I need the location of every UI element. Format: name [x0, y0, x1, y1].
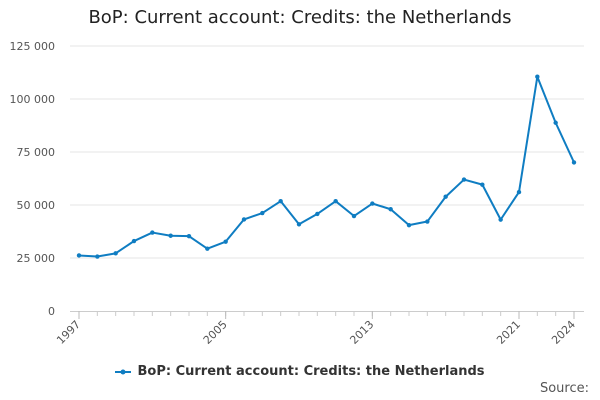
data-point[interactable] [296, 222, 302, 227]
data-point[interactable] [76, 253, 82, 258]
x-tick-label: 2024 [549, 318, 578, 347]
y-tick-label: 50 000 [17, 199, 56, 212]
data-point[interactable] [168, 233, 173, 238]
data-point[interactable] [241, 217, 247, 222]
axes [70, 311, 584, 319]
data-point[interactable] [95, 254, 100, 259]
x-tick-label: 2005 [201, 318, 230, 347]
data-point[interactable] [315, 211, 320, 217]
source-label: Source: [539, 381, 589, 396]
y-tick-label: 100 000 [10, 93, 56, 106]
chart-title: BoP: Current account: Credits: the Nethe… [88, 7, 512, 28]
data-point[interactable] [278, 198, 283, 204]
data-point[interactable] [388, 207, 393, 212]
data-point[interactable] [150, 230, 155, 235]
legend[interactable]: BoP: Current account: Credits: the Nethe… [0, 364, 600, 379]
y-tick-label: 0 [48, 305, 55, 318]
series-layer [76, 74, 577, 259]
x-tick-label: 1997 [54, 318, 83, 347]
data-point[interactable] [186, 233, 192, 239]
data-point[interactable] [333, 198, 338, 204]
y-tick-label: 125 000 [10, 40, 56, 53]
data-point[interactable] [571, 160, 577, 165]
data-point[interactable] [498, 217, 503, 222]
data-point[interactable] [461, 177, 467, 182]
tick-labels: 0 25 000 50 000 75 000 100 000 125 000 1997 200… [10, 40, 579, 347]
data-point[interactable] [516, 189, 522, 195]
data-point[interactable] [553, 120, 558, 125]
y-tick-label: 75 000 [17, 146, 56, 159]
data-point[interactable] [443, 194, 448, 199]
data-point[interactable] [351, 213, 357, 219]
data-point[interactable] [223, 239, 228, 244]
legend-line-icon [115, 369, 132, 374]
x-tick-label: 2021 [494, 318, 523, 347]
data-point[interactable] [370, 201, 375, 206]
data-point[interactable] [260, 210, 265, 216]
data-point[interactable] [535, 74, 540, 79]
y-tick-label: 25 000 [17, 252, 56, 265]
grid-lines [70, 45, 584, 259]
data-point[interactable] [113, 251, 118, 256]
data-point[interactable] [425, 219, 430, 224]
series-line [78, 75, 575, 258]
data-point[interactable] [205, 246, 210, 251]
legend-label: BoP: Current account: Credits: the Nethe… [137, 364, 485, 379]
data-point[interactable] [131, 238, 137, 244]
data-point[interactable] [406, 222, 412, 228]
data-point[interactable] [480, 182, 485, 187]
x-tick-label: 2013 [347, 318, 376, 347]
